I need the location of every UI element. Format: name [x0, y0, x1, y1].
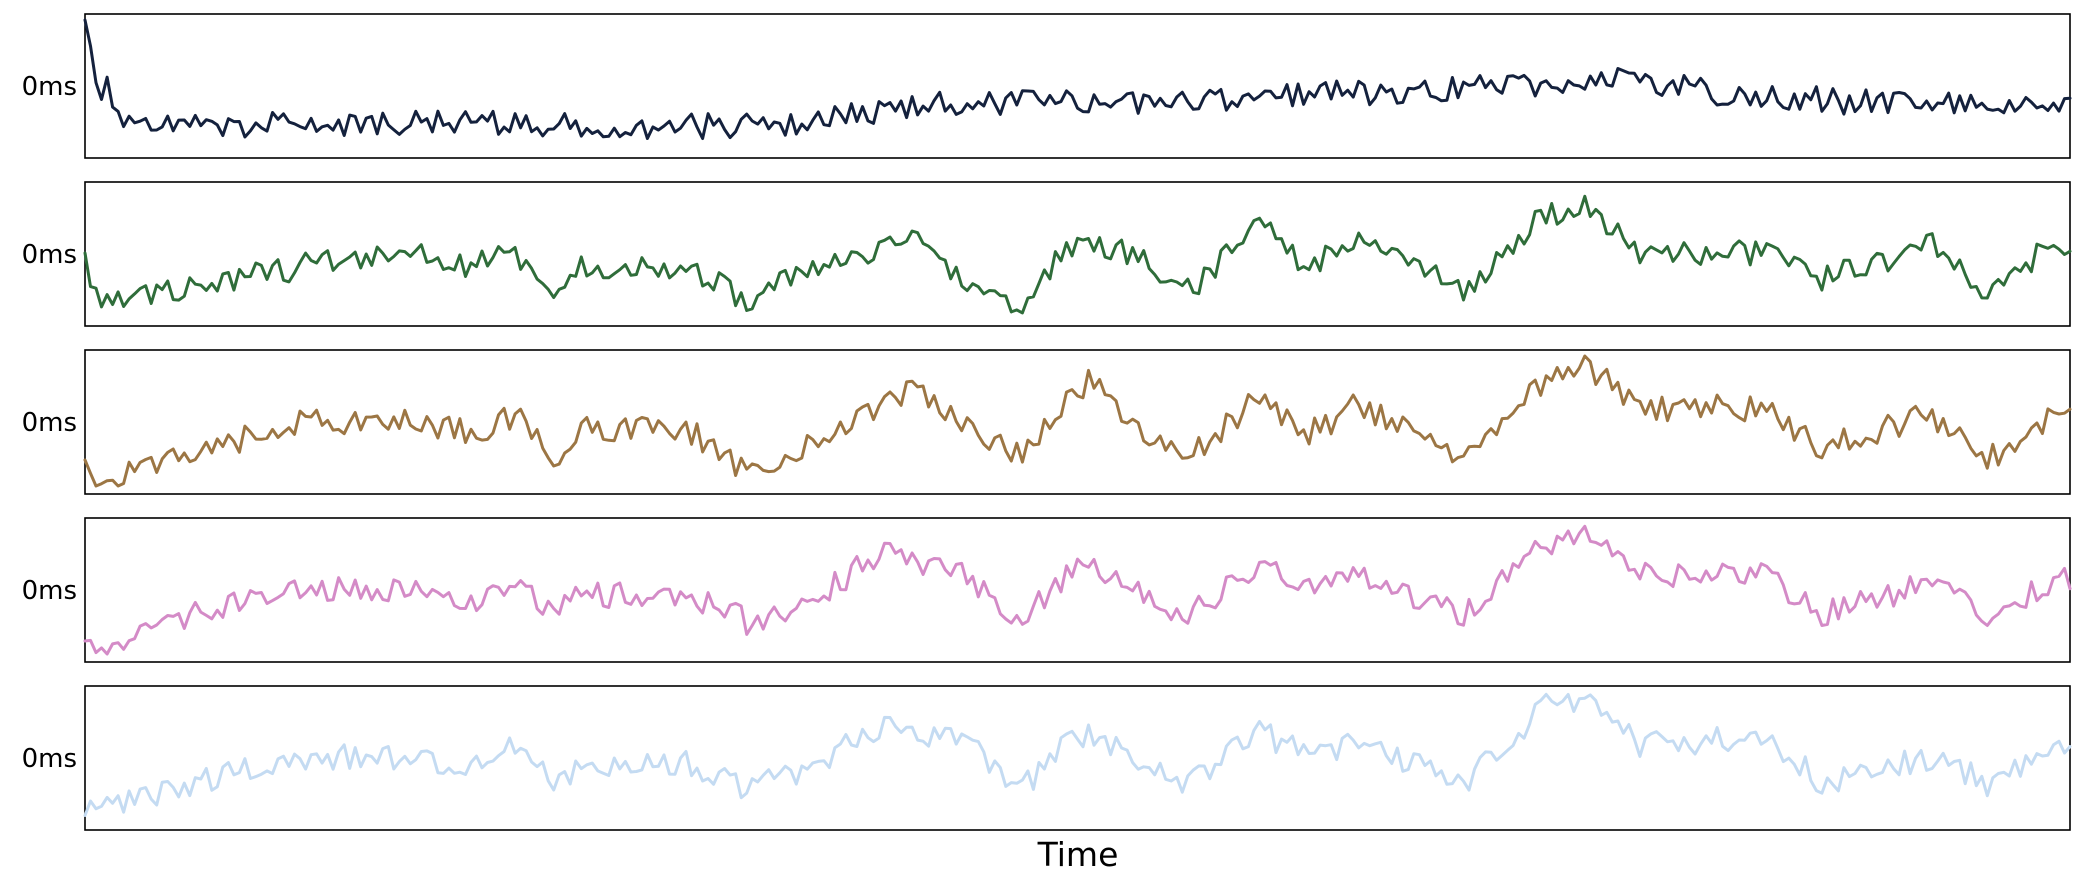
panel-3-frame — [84, 349, 2071, 495]
panel-2-series-line — [83, 194, 2072, 315]
panel-3: 0ms — [22, 349, 2072, 495]
panel-2-y-label: 0ms — [22, 240, 77, 270]
x-axis-label: Time — [1037, 835, 1119, 874]
panel-5-frame — [84, 685, 2071, 831]
panel-4: 0ms — [22, 517, 2072, 663]
panel-4-frame — [84, 517, 2071, 663]
panel-1-series-line — [83, 18, 2072, 140]
panel-5-series-line — [83, 692, 2072, 817]
panel-1-frame — [84, 13, 2071, 159]
panel-3-series-line — [83, 354, 2072, 488]
panel-5-y-label: 0ms — [22, 744, 77, 774]
panel-5: 0ms — [22, 685, 2072, 831]
panels-layer: 0ms 0ms 0ms 0ms 0ms — [22, 13, 2072, 831]
panel-4-y-label: 0ms — [22, 576, 77, 606]
panel-1: 0ms — [22, 13, 2072, 159]
panel-4-series-line — [83, 524, 2072, 656]
panel-1-y-label: 0ms — [22, 72, 77, 102]
panel-3-y-label: 0ms — [22, 408, 77, 438]
panel-2: 0ms — [22, 181, 2072, 327]
